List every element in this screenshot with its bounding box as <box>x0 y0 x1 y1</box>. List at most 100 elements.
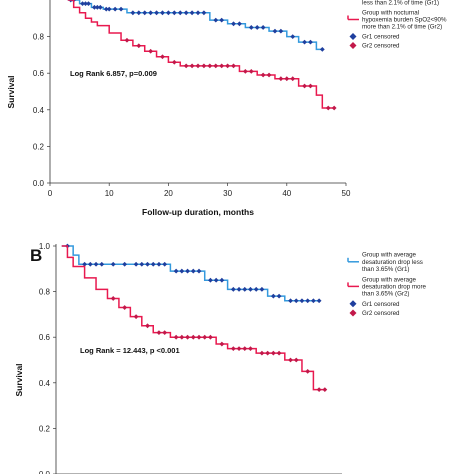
y-tick-label: 0.8 <box>33 33 45 42</box>
censor-marker-gr1 <box>231 21 236 27</box>
censor-marker-gr1 <box>276 293 282 299</box>
censor-marker-gr1 <box>179 268 185 274</box>
censor-marker-gr1 <box>183 10 189 16</box>
censor-marker-gr2 <box>110 296 116 301</box>
y-axis-label: Survival <box>6 75 16 108</box>
legend-marker-2 <box>349 300 357 308</box>
log-rank-annotation: Log Rank = 12.443, p <0.001 <box>80 346 180 355</box>
censor-marker-gr1 <box>230 286 236 292</box>
censor-marker-gr2 <box>195 63 201 69</box>
censor-marker-gr2 <box>179 334 185 340</box>
censor-marker-gr1 <box>208 277 213 283</box>
x-tick-label: 40 <box>282 189 291 198</box>
censor-marker-gr2 <box>308 83 313 89</box>
censor-marker-gr1 <box>148 10 154 16</box>
y-tick-label: 0.4 <box>33 106 45 115</box>
censor-marker-gr1 <box>319 47 325 52</box>
legend-label: Group with average <box>362 276 417 283</box>
censor-marker-gr2 <box>259 350 265 356</box>
censor-marker-gr1 <box>213 277 219 283</box>
panel-letter: B <box>30 246 42 265</box>
censor-marker-gr2 <box>242 346 248 351</box>
censor-marker-gr2 <box>162 330 168 336</box>
censor-marker-gr2 <box>219 63 225 69</box>
censor-marker-gr1 <box>316 298 322 304</box>
censor-marker-gr2 <box>207 63 213 69</box>
censor-marker-gr1 <box>293 298 299 304</box>
censor-marker-gr1 <box>305 298 311 304</box>
censor-marker-gr2 <box>136 43 142 49</box>
censor-marker-gr1 <box>195 10 201 16</box>
x-tick-label: 50 <box>342 189 351 198</box>
x-tick-label: 20 <box>164 189 173 198</box>
censor-marker-gr2 <box>284 76 290 82</box>
censor-marker-gr2 <box>270 350 276 356</box>
censor-marker-gr1 <box>122 261 128 267</box>
censor-marker-gr1 <box>82 261 87 267</box>
censor-marker-gr1 <box>219 277 225 283</box>
censor-marker-gr2 <box>290 76 296 82</box>
censor-marker-gr2 <box>331 105 337 111</box>
survival-curve-gr1 <box>67 0 323 51</box>
censor-marker-gr1 <box>272 28 278 34</box>
legend-label: more than 2.1% of time (Gr2) <box>362 24 442 31</box>
censor-marker-gr1 <box>260 25 266 30</box>
censor-marker-gr1 <box>93 261 99 267</box>
censor-marker-gr1 <box>136 10 142 16</box>
y-tick-label: 0.0 <box>39 470 51 474</box>
censor-marker-gr1 <box>112 6 118 12</box>
censor-marker-gr1 <box>103 6 109 12</box>
y-tick-label: 0.0 <box>33 179 45 188</box>
censor-marker-gr2 <box>171 59 177 65</box>
censor-marker-gr1 <box>290 34 296 39</box>
censor-marker-gr1 <box>196 268 202 274</box>
censor-marker-gr2 <box>322 387 328 393</box>
censor-marker-gr1 <box>185 268 190 274</box>
censor-marker-gr1 <box>118 6 124 12</box>
censor-marker-gr2 <box>196 334 202 340</box>
censor-marker-gr2 <box>230 346 236 351</box>
censor-marker-gr1 <box>160 10 165 16</box>
censor-marker-gr1 <box>110 261 116 267</box>
censor-marker-gr2 <box>183 63 189 69</box>
panel-b: 1.0 0.8 0.6 0.4 0.2 0.0 Survival B Log Rank = 12… <box>14 242 427 474</box>
censor-marker-gr1 <box>177 10 183 16</box>
survival-curve-gr2 <box>67 0 335 109</box>
legend-label: than 3.65% (Gr1) <box>362 266 409 273</box>
censor-marker-gr2 <box>122 305 128 310</box>
y-tick-label: 0.6 <box>33 69 45 78</box>
censor-marker-gr2 <box>276 350 282 356</box>
censor-marker-gr1 <box>80 1 85 7</box>
censor-marker-gr1 <box>142 10 148 16</box>
y-tick-label: 0.2 <box>33 142 45 151</box>
censor-marker-gr2 <box>201 63 207 69</box>
legend-marker-3 <box>349 309 357 317</box>
x-axis-label: Follow-up duration, months <box>142 207 254 217</box>
censor-marker-gr1 <box>311 298 316 304</box>
censor-marker-gr1 <box>237 21 242 27</box>
censor-marker-gr2 <box>231 63 236 69</box>
censor-marker-gr2 <box>260 72 266 78</box>
censor-marker-gr2 <box>265 350 271 356</box>
log-rank-annotation: Log Rank 6.857, p=0.009 <box>70 69 157 78</box>
censor-marker-gr1 <box>145 261 150 267</box>
censor-marker-gr1 <box>253 286 259 292</box>
y-axis-label: Survival <box>14 363 24 396</box>
censor-marker-gr2 <box>133 314 139 320</box>
y-tick-label: 0.4 <box>39 379 51 388</box>
censor-marker-gr2 <box>316 387 322 393</box>
legend-label: less than 2.1% of time (Gr1) <box>362 0 439 7</box>
censor-marker-gr1 <box>87 261 93 267</box>
censor-marker-gr1 <box>190 268 196 274</box>
censor-marker-gr1 <box>278 28 284 34</box>
censor-marker-gr2 <box>278 76 284 82</box>
legend-label: Gr1 censored <box>362 34 400 41</box>
censor-marker-gr1 <box>133 261 139 267</box>
censor-marker-gr1 <box>259 286 265 292</box>
survival-curve-gr1 <box>61 245 320 302</box>
censor-marker-gr1 <box>189 10 195 16</box>
censor-marker-gr1 <box>213 17 219 23</box>
y-tick-label: 1.0 <box>39 242 51 251</box>
censor-marker-gr2 <box>213 63 219 69</box>
censor-marker-gr1 <box>248 25 254 30</box>
